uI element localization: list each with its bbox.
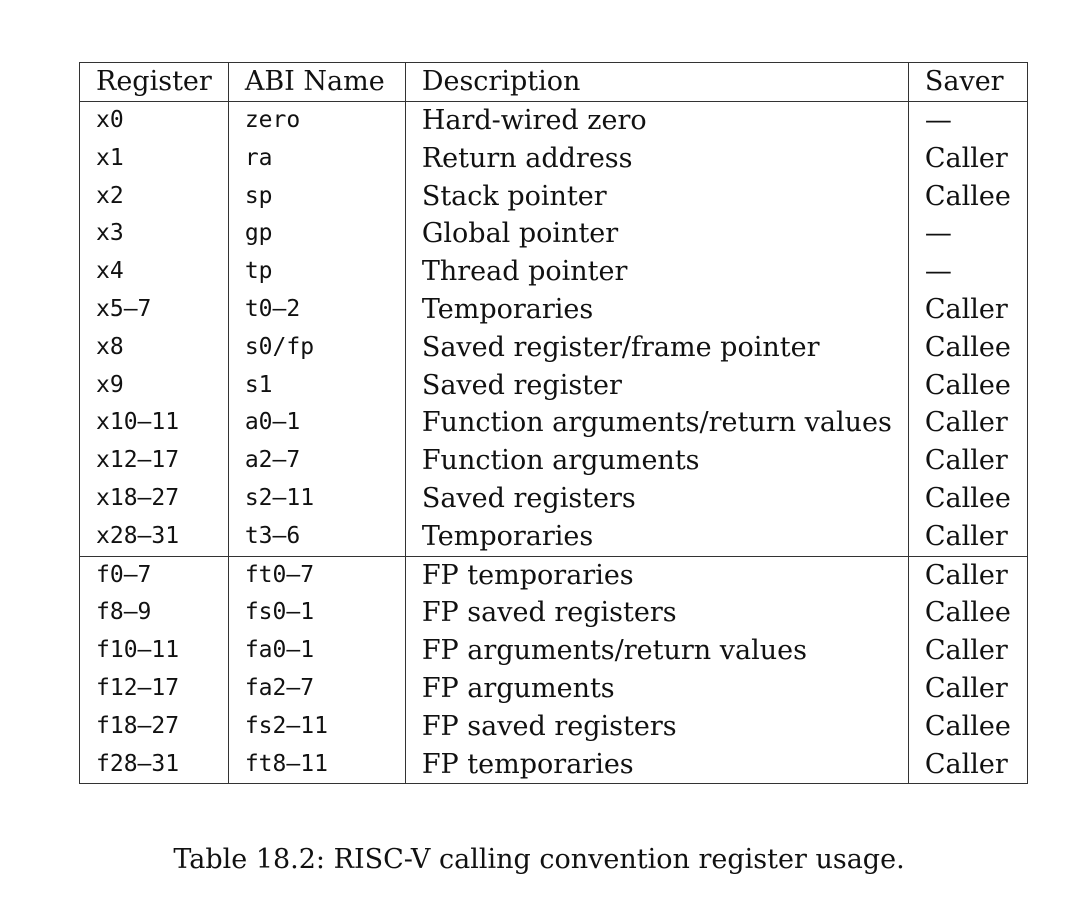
cell-saver: Caller: [924, 635, 1008, 667]
cell-abi-name: ra: [228, 139, 406, 178]
table-row: f18–27 fs2–11 FP saved registers Callee: [79, 707, 1028, 746]
cell-register: f0–7: [79, 555, 229, 595]
cell-description: Saved register/frame pointer: [405, 328, 909, 367]
cell-register: f18–27: [79, 707, 229, 746]
table-body: x0 zero Hard-wired zero — x1 ra Return address…: [79, 101, 1028, 784]
cell-description: FP arguments: [405, 669, 909, 708]
table-row: f12–17 fa2–7 FP arguments Caller: [79, 669, 1028, 708]
cell-description: FP arguments/return values: [405, 632, 909, 670]
table-row: x9 s1 Saved register Callee: [79, 366, 1028, 405]
cell-abi-name: ft0–7: [228, 555, 406, 595]
cell-abi-name: t3–6: [228, 517, 406, 557]
cell-saver: Callee: [924, 331, 1011, 363]
cell-register: x9: [79, 366, 229, 405]
cell-description: Temporaries: [405, 290, 909, 329]
table-row: x1 ra Return address Caller: [79, 139, 1028, 178]
header-description: Description: [405, 62, 909, 102]
cell-saver: Callee: [924, 597, 1011, 629]
cell-abi-name: sp: [228, 177, 406, 216]
cell-description: FP saved registers: [405, 707, 909, 746]
cell-abi-name: fs2–11: [228, 707, 406, 746]
cell-register: x2: [79, 177, 229, 216]
cell-abi-name: a2–7: [228, 442, 406, 480]
cell-abi-name: zero: [228, 101, 406, 140]
cell-abi-name: ft8–11: [228, 745, 406, 784]
cell-register: x0: [79, 101, 229, 140]
cell-saver: —: [924, 218, 952, 250]
table-row: x12–17 a2–7 Function arguments Caller: [79, 442, 1028, 480]
cell-saver: —: [924, 105, 952, 136]
table-row: x4 tp Thread pointer —: [79, 253, 1028, 291]
cell-description: Function arguments: [405, 442, 909, 480]
cell-saver: Caller: [924, 142, 1008, 174]
cell-register: x8: [79, 328, 229, 367]
cell-abi-name: t0–2: [228, 290, 406, 329]
table-row: x8 s0/fp Saved register/frame pointer Calle…: [79, 328, 1028, 367]
cell-register: x18–27: [79, 479, 229, 518]
table-row: x10–11 a0–1 Function arguments/return valu…: [79, 404, 1028, 443]
cell-abi-name: fa2–7: [228, 669, 406, 708]
cell-abi-name: tp: [228, 253, 406, 291]
cell-description: Function arguments/return values: [405, 404, 909, 443]
cell-abi-name: a0–1: [228, 404, 406, 443]
cell-register: x5–7: [79, 290, 229, 329]
cell-abi-name: s0/fp: [228, 328, 406, 367]
cell-saver: Caller: [924, 407, 1008, 439]
cell-description: Return address: [405, 139, 909, 178]
cell-register: x28–31: [79, 517, 229, 557]
table-row: f8–9 fs0–1 FP saved registers Callee: [79, 594, 1028, 633]
table-row: f28–31 ft8–11 FP temporaries Caller: [79, 745, 1028, 784]
table-row: x2 sp Stack pointer Callee: [79, 177, 1028, 216]
cell-register: x10–11: [79, 404, 229, 443]
cell-abi-name: s2–11: [228, 479, 406, 518]
table-row: x28–31 t3–6 Temporaries Caller: [79, 517, 1028, 557]
table-row: x5–7 t0–2 Temporaries Caller: [79, 290, 1028, 329]
cell-description: Stack pointer: [405, 177, 909, 216]
cell-saver: Callee: [924, 710, 1011, 742]
cell-saver: Caller: [924, 445, 1008, 477]
header-register: Register: [79, 62, 229, 102]
cell-saver: Callee: [924, 369, 1011, 401]
cell-description: Global pointer: [405, 215, 909, 254]
cell-saver: Caller: [924, 748, 1008, 780]
cell-register: x4: [79, 253, 229, 291]
table-row: f10–11 fa0–1 FP arguments/return values Cal…: [79, 632, 1028, 670]
cell-saver: Callee: [924, 482, 1011, 514]
table-header-row: Register ABI Name Description Saver: [79, 62, 1028, 102]
cell-abi-name: fa0–1: [228, 632, 406, 670]
cell-register: x12–17: [79, 442, 229, 480]
cell-register: x3: [79, 215, 229, 254]
cell-saver: Caller: [908, 555, 1028, 595]
cell-abi-name: s1: [228, 366, 406, 405]
cell-description: FP temporaries: [405, 745, 909, 784]
register-usage-table: Register ABI Name Description Saver x0 ze…: [79, 62, 1028, 785]
table-caption: Table 18.2: RISC-V calling convention re…: [173, 844, 905, 875]
cell-abi-name: gp: [228, 215, 406, 254]
cell-saver: Caller: [924, 672, 1008, 704]
cell-description: FP temporaries: [405, 555, 909, 595]
cell-register: f12–17: [79, 669, 229, 708]
cell-register: f8–9: [79, 594, 229, 633]
cell-saver: Callee: [924, 180, 1011, 212]
cell-description: Temporaries: [405, 517, 909, 557]
cell-description: Saved register: [405, 366, 909, 405]
cell-register: x1: [79, 139, 229, 178]
table-row: f0–7 ft0–7 FP temporaries Caller: [79, 555, 1028, 595]
cell-description: Hard-wired zero: [405, 101, 909, 140]
table-row: x18–27 s2–11 Saved registers Callee: [79, 479, 1028, 518]
cell-register: f28–31: [79, 745, 229, 784]
cell-saver: —: [924, 256, 952, 288]
cell-saver: Caller: [924, 293, 1008, 325]
table-row: x0 zero Hard-wired zero —: [79, 101, 1028, 140]
header-saver: Saver: [908, 62, 1028, 102]
cell-description: FP saved registers: [405, 594, 909, 633]
cell-description: Saved registers: [405, 479, 909, 518]
cell-register: f10–11: [79, 632, 229, 670]
cell-description: Thread pointer: [405, 253, 909, 291]
cell-saver: Caller: [924, 520, 1008, 552]
cell-abi-name: fs0–1: [228, 594, 406, 633]
table-row: x3 gp Global pointer —: [79, 215, 1028, 254]
header-abi-name: ABI Name: [228, 62, 406, 102]
